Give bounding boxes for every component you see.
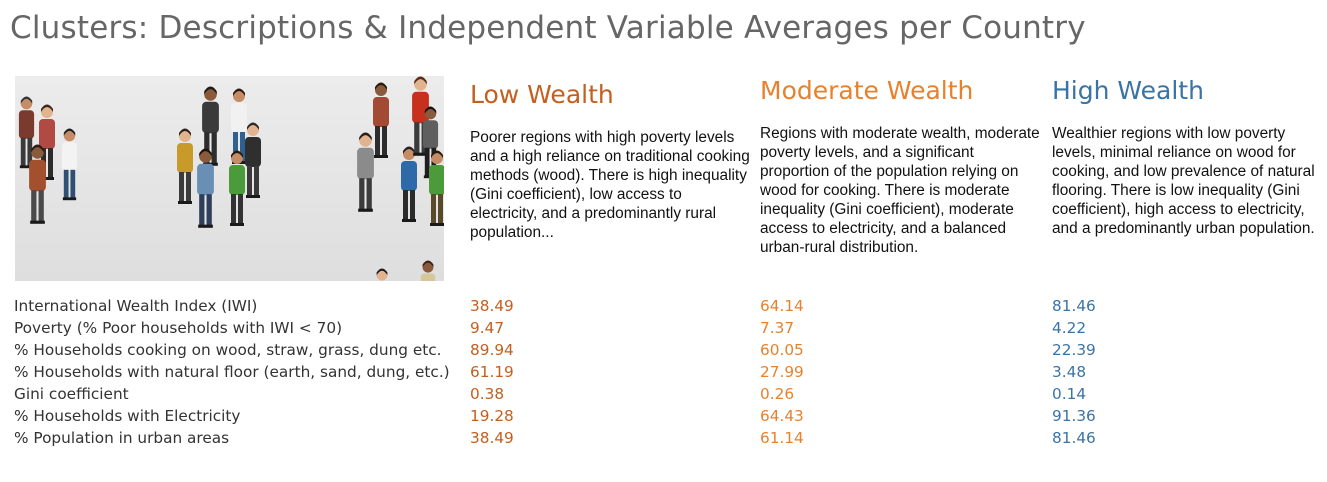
value-low-wealth: 89.94 [470,341,514,359]
value-high-wealth: 81.46 [1052,297,1096,315]
value-moderate-wealth: 27.99 [760,363,804,381]
variable-row-natural-floor: % Households with natural floor (earth, … [0,361,1327,383]
cluster-description-high-wealth: Wealthier regions with low poverty level… [1052,125,1315,237]
cluster-high-wealth: High Wealth Wealthier regions with low p… [1052,76,1322,238]
variable-row-gini: Gini coefficient 0.38 0.26 0.14 [0,383,1327,405]
person-figure [18,96,35,169]
cluster-title-low-wealth: Low Wealth [470,80,614,109]
cluster-description-low-wealth: Poorer regions with high poverty levels … [470,129,750,241]
variable-row-poverty: Poverty (% Poor households with IWI < 70… [0,317,1327,339]
value-moderate-wealth: 64.14 [760,297,804,315]
variable-row-electricity: % Households with Electricity 19.28 64.4… [0,405,1327,427]
person-figure [373,82,389,158]
crowd-illustration [18,76,444,281]
value-low-wealth: 0.38 [470,385,505,403]
value-low-wealth: 38.49 [470,297,514,315]
person-figure [420,260,436,281]
value-high-wealth: 3.48 [1052,363,1087,381]
person-figure [197,148,214,228]
variable-row-cooking-wood: % Households cooking on wood, straw, gra… [0,339,1327,361]
variable-label: % Households cooking on wood, straw, gra… [14,341,442,359]
value-high-wealth: 4.22 [1052,319,1087,337]
person-figure [376,268,388,281]
person-figure [177,128,193,204]
cluster-low-wealth: Low Wealth Poorer regions with high pove… [470,80,750,242]
person-figure [429,150,444,226]
variable-label: % Households with natural floor (earth, … [14,363,450,381]
person-figure [357,132,374,212]
value-high-wealth: 91.36 [1052,407,1096,425]
value-low-wealth: 19.28 [470,407,514,425]
value-high-wealth: 22.39 [1052,341,1096,359]
variable-label: Gini coefficient [14,385,129,403]
cluster-title-high-wealth: High Wealth [1052,76,1204,105]
cluster-moderate-wealth: Moderate Wealth Regions with moderate we… [760,76,1045,257]
variable-row-iwi: International Wealth Index (IWI) 38.49 6… [0,295,1327,317]
value-high-wealth: 81.46 [1052,429,1096,447]
person-figure [29,144,46,224]
value-low-wealth: 9.47 [470,319,505,337]
person-figure [229,150,245,226]
person-figure [61,128,78,201]
variable-label: Poverty (% Poor households with IWI < 70… [14,319,343,337]
page-title: Clusters: Descriptions & Independent Var… [10,10,1086,46]
variable-row-urban: % Population in urban areas 38.49 61.14 … [0,427,1327,449]
value-high-wealth: 0.14 [1052,385,1087,403]
crowd-image [15,76,444,281]
cluster-description-moderate-wealth: Regions with moderate wealth, moderate p… [760,125,1040,256]
value-moderate-wealth: 0.26 [760,385,795,403]
variable-label: % Households with Electricity [14,407,241,425]
value-moderate-wealth: 60.05 [760,341,804,359]
value-moderate-wealth: 64.43 [760,407,804,425]
variable-label: International Wealth Index (IWI) [14,297,258,315]
value-moderate-wealth: 7.37 [760,319,795,337]
person-figure [401,146,417,222]
cluster-title-moderate-wealth: Moderate Wealth [760,76,974,105]
value-low-wealth: 38.49 [470,429,514,447]
value-low-wealth: 61.19 [470,363,514,381]
value-moderate-wealth: 61.14 [760,429,804,447]
person-figure [245,122,261,198]
variable-label: % Population in urban areas [14,429,230,447]
